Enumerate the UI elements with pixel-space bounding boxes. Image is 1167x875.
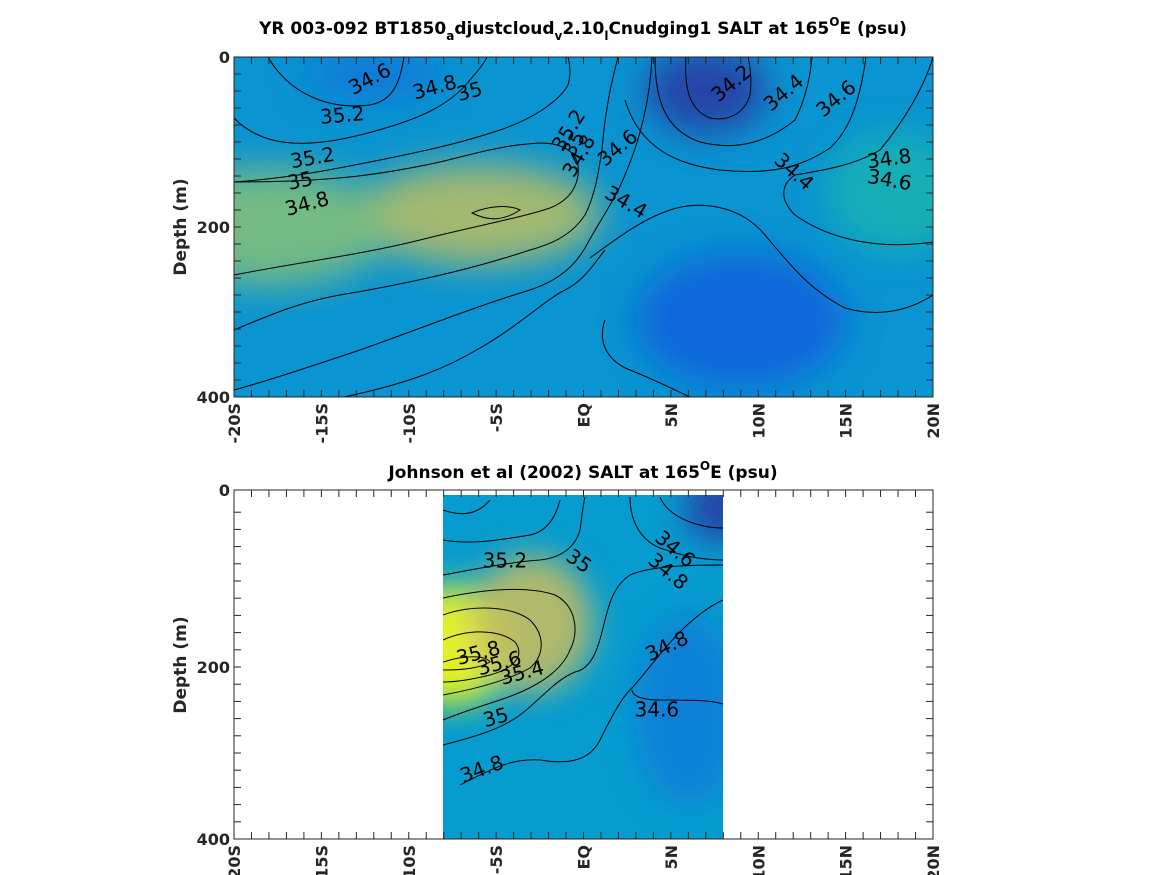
x-tick-label: 15N xyxy=(837,845,856,875)
contour-line xyxy=(443,631,520,683)
observed-salinity-panel: Johnson et al (2002) SALT at 165OE (psu)… xyxy=(171,459,943,875)
contour-line xyxy=(234,57,619,331)
contour-line xyxy=(624,57,867,173)
x-tick-label: -20S xyxy=(225,403,244,443)
x-tick-label: 15N xyxy=(837,403,856,439)
contour-lines xyxy=(234,57,933,397)
y-tick-label: 0 xyxy=(219,48,230,67)
contour-line xyxy=(443,588,576,721)
x-tick-label: -10S xyxy=(400,403,419,443)
x-tick-label: 10N xyxy=(749,403,768,439)
salinity-blob xyxy=(635,252,846,389)
salinity-blob xyxy=(356,163,601,266)
contour-line xyxy=(443,607,542,696)
contour-line xyxy=(589,204,933,313)
salinity-blob xyxy=(234,167,392,287)
contour-line xyxy=(659,496,723,529)
salinity-blob xyxy=(828,133,933,253)
contour-label: 35.2 xyxy=(319,101,365,129)
contour-line xyxy=(234,57,571,183)
x-tick-label: EQ xyxy=(575,403,594,428)
x-tick-label: -5S xyxy=(487,845,506,874)
contour-line xyxy=(234,57,653,391)
contour-lines xyxy=(443,496,723,786)
contour-line xyxy=(234,57,488,144)
contour-line xyxy=(470,206,521,220)
contour-line xyxy=(443,499,491,515)
contour-line xyxy=(443,564,723,746)
y-axis-ticks: 0 200 400 xyxy=(197,481,933,849)
y-axis-label: Depth (m) xyxy=(171,616,191,713)
y-axis-label: Depth (m) xyxy=(171,178,191,275)
x-tick-label: -10S xyxy=(400,845,419,875)
x-tick-label: -20S xyxy=(225,845,244,875)
model-salinity-panel: YR 003-092 BT1850adjustcloudv2.10lCnudgi… xyxy=(171,15,943,443)
x-axis-ticks: -20S -15S -10S -5S EQ 5N 10N 15N 20N xyxy=(225,57,943,443)
contour-label: 35.2 xyxy=(483,549,528,573)
x-tick-label: 10N xyxy=(749,845,768,875)
contour-line xyxy=(685,57,752,120)
salinity-field xyxy=(234,57,933,397)
x-tick-label: 5N xyxy=(662,845,681,870)
salinity-blob xyxy=(635,615,723,805)
contour-line xyxy=(234,142,579,276)
x-axis-ticks: -20S -15S -10S -5S EQ 5N 10N 15N 20N xyxy=(225,490,943,875)
y-tick-label: 0 xyxy=(219,481,230,500)
contour-line xyxy=(343,249,606,397)
x-tick-label: 20N xyxy=(924,845,943,875)
contour-line xyxy=(601,319,691,397)
x-tick-label: 5N xyxy=(662,403,681,428)
contour-line xyxy=(654,57,813,147)
contour-line xyxy=(631,689,723,705)
contour-line xyxy=(443,499,561,543)
contour-line xyxy=(267,57,405,107)
contour-line xyxy=(783,57,933,246)
y-axis-ticks: 0 200 400 xyxy=(197,48,933,407)
x-tick-label: 20N xyxy=(924,403,943,439)
x-tick-label: -15S xyxy=(312,845,331,875)
salinity-blob xyxy=(303,57,444,100)
x-tick-label: EQ xyxy=(575,845,594,870)
contour-line xyxy=(629,496,723,561)
y-tick-label: 400 xyxy=(197,830,230,849)
y-tick-label: 200 xyxy=(197,658,230,677)
salinity-blob xyxy=(684,495,723,543)
chart-title: YR 003-092 BT1850adjustcloudv2.10lCnudgi… xyxy=(258,15,907,43)
contour-label: 34.6 xyxy=(635,697,680,721)
contour-line xyxy=(443,496,586,576)
contour-label: 35 xyxy=(285,166,315,195)
contour-line xyxy=(443,656,491,671)
salinity-field xyxy=(443,495,723,839)
x-tick-label: -5S xyxy=(487,403,506,432)
y-tick-label: 400 xyxy=(197,388,230,407)
chart-title: Johnson et al (2002) SALT at 165OE (psu) xyxy=(387,459,777,483)
y-tick-label: 200 xyxy=(197,218,230,237)
contour-line xyxy=(459,599,723,786)
x-tick-label: -15S xyxy=(312,403,331,443)
